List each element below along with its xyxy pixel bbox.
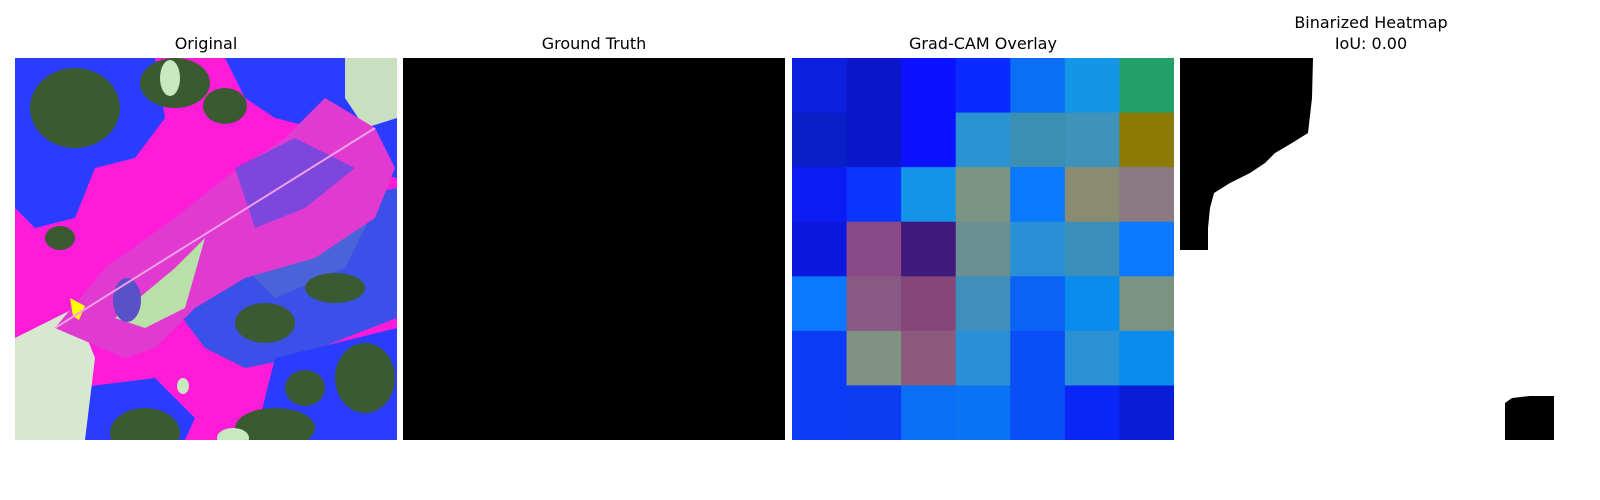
gradcam-cell <box>1064 167 1120 223</box>
gradcam-cell <box>1064 385 1120 440</box>
gradcam-cell <box>901 112 957 168</box>
gradcam-cell <box>901 221 957 277</box>
gradcam-cell <box>1119 330 1174 386</box>
gradcam-cell <box>1010 58 1066 114</box>
gradcam-cell <box>792 385 848 440</box>
gradcam-cell <box>792 330 848 386</box>
gradcam-cell <box>1064 276 1120 332</box>
gradcam-cell <box>1010 330 1066 386</box>
panel-title-ground-truth: Ground Truth <box>541 34 647 53</box>
gradcam-cell <box>1064 330 1120 386</box>
panel-title-binarized: Binarized Heatmap <box>1294 13 1448 32</box>
panel-title-original: Original <box>174 34 238 53</box>
ground-truth-mask <box>403 58 785 440</box>
gradcam-cell <box>1010 385 1066 440</box>
gradcam-cell <box>846 385 902 440</box>
panel-ground-truth: Ground Truth <box>403 0 785 500</box>
gradcam-cell <box>1010 221 1066 277</box>
gradcam-cell <box>1119 276 1174 332</box>
gradcam-cell <box>901 58 957 114</box>
gradcam-cell <box>846 58 902 114</box>
gradcam-cell <box>901 167 957 223</box>
gradcam-cell <box>955 330 1011 386</box>
panel-gradcam-overlay: Grad-CAM Overlay <box>792 0 1174 500</box>
gradcam-cell <box>792 221 848 277</box>
gradcam-cell <box>846 112 902 168</box>
gradcam-cell <box>846 330 902 386</box>
gradcam-cell <box>1064 221 1120 277</box>
gradcam-cell <box>792 112 848 168</box>
gradcam-cell <box>955 112 1011 168</box>
binarized-heatmap-image <box>1180 58 1562 440</box>
gradcam-cell <box>901 385 957 440</box>
gradcam-cell <box>1064 112 1120 168</box>
gradcam-cell <box>1010 112 1066 168</box>
gradcam-cell <box>955 167 1011 223</box>
gradcam-cell <box>955 58 1011 114</box>
panel-original: Original <box>15 0 397 500</box>
gradcam-cell <box>901 330 957 386</box>
panel-subtitle-iou: IoU: 0.00 <box>1334 34 1408 53</box>
gradcam-cell <box>846 276 902 332</box>
gradcam-cell <box>1119 112 1174 168</box>
gradcam-cell <box>792 167 848 223</box>
gradcam-cell <box>955 276 1011 332</box>
gradcam-cell <box>955 385 1011 440</box>
gradcam-cell <box>1010 276 1066 332</box>
gradcam-cell <box>901 276 957 332</box>
gradcam-cell <box>1119 221 1174 277</box>
gradcam-cell <box>1119 58 1174 114</box>
gradcam-cell <box>1119 167 1174 223</box>
panel-title-gradcam: Grad-CAM Overlay <box>909 34 1057 53</box>
panel-binarized-heatmap: Binarized Heatmap IoU: 0.00 <box>1180 0 1562 500</box>
gradcam-cell <box>792 58 848 114</box>
gradcam-cell <box>1064 58 1120 114</box>
gradcam-cell <box>955 221 1011 277</box>
original-image <box>15 58 397 440</box>
gradcam-cell <box>792 276 848 332</box>
gradcam-cell <box>846 221 902 277</box>
gradcam-overlay-image <box>792 58 1174 440</box>
gradcam-cell <box>1010 167 1066 223</box>
gradcam-cell <box>1119 385 1174 440</box>
gradcam-cell <box>846 167 902 223</box>
